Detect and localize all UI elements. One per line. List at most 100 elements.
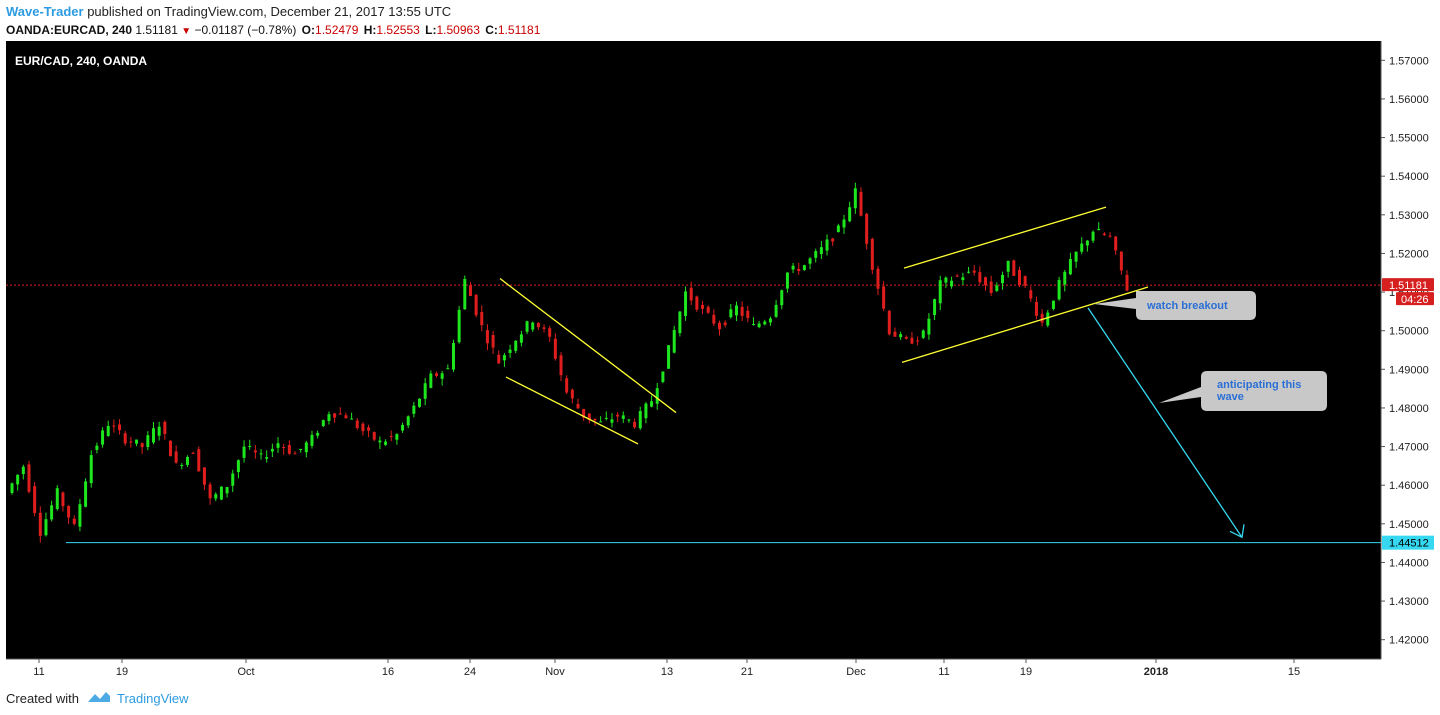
candle	[287, 440, 291, 455]
candle	[1102, 231, 1106, 237]
price-axis[interactable]	[1381, 41, 1438, 659]
rising-channel-upper-line[interactable]	[903, 206, 1107, 269]
candle	[950, 276, 954, 289]
tradingview-link[interactable]: TradingView	[116, 690, 189, 706]
candle	[661, 371, 665, 384]
candle	[106, 420, 110, 437]
candle	[406, 415, 410, 429]
candle	[321, 419, 325, 428]
candle	[706, 305, 710, 314]
candle	[355, 418, 359, 430]
candle	[474, 294, 478, 318]
candle	[565, 375, 569, 395]
projected-wave-arrow[interactable]	[1087, 307, 1243, 538]
price-chart[interactable]: 1.57000 1.56000 1.55000 1.54000 1.53000 1.520…	[6, 41, 1438, 686]
candle	[282, 443, 286, 455]
anticipating-wave-callout[interactable]: anticipating this wave	[1159, 371, 1327, 411]
candle	[616, 412, 620, 422]
watch-breakout-label: watch breakout	[1146, 300, 1228, 312]
candle	[638, 406, 642, 430]
candle	[225, 486, 229, 498]
candle	[197, 446, 201, 472]
time-tick-label: 19	[116, 666, 128, 678]
candle	[50, 500, 54, 522]
candle	[814, 248, 818, 263]
candle	[146, 431, 150, 451]
author-link[interactable]: Wave-Trader	[6, 4, 84, 19]
candle	[904, 335, 908, 340]
candle	[701, 300, 705, 315]
drawing-tools[interactable]	[66, 206, 1381, 544]
candle	[72, 515, 76, 526]
candle	[265, 450, 269, 463]
time-axis[interactable]	[6, 659, 1438, 686]
candle	[480, 305, 484, 332]
anticipating-wave-label: anticipating this wave	[1216, 379, 1301, 403]
candle	[219, 486, 223, 501]
watch-breakout-callout[interactable]: watch breakout	[1094, 291, 1256, 320]
open-label: O:	[301, 23, 316, 37]
candle	[429, 370, 433, 389]
candle	[938, 275, 942, 310]
candle	[67, 505, 71, 524]
symbol-label: OANDA:EURCAD, 240	[6, 23, 133, 37]
close-label: C:	[485, 23, 498, 37]
price-tick-label: 1.46000	[1389, 480, 1429, 492]
price-tick-label: 1.53000	[1389, 210, 1429, 222]
candle	[1114, 235, 1118, 255]
candle	[582, 408, 586, 421]
candle	[1063, 269, 1067, 292]
candle	[378, 436, 382, 450]
candle	[667, 345, 671, 369]
candle	[984, 276, 988, 291]
candles	[10, 182, 1129, 543]
candle	[684, 286, 688, 321]
candle	[502, 353, 506, 367]
chart-panel[interactable]: 1.57000 1.56000 1.55000 1.54000 1.53000 1.520…	[6, 41, 1438, 686]
candle	[933, 298, 937, 321]
low-label: L:	[425, 23, 437, 37]
candle	[678, 310, 682, 337]
candle	[401, 422, 405, 433]
time-axis-ticks: 11 19 Oct 16 24 Nov 13 21 Dec 11 19 2018 15	[33, 659, 1300, 678]
candle	[418, 398, 422, 408]
candle	[1125, 270, 1129, 292]
candle	[423, 378, 427, 406]
candle	[672, 325, 676, 354]
candle	[610, 413, 614, 428]
plot-area[interactable]	[6, 41, 1381, 659]
footer: Created with TradingView	[6, 688, 189, 708]
candle	[989, 275, 993, 296]
low-value: 1.50963	[436, 23, 480, 37]
candle	[1006, 260, 1010, 278]
candle	[457, 305, 461, 344]
candle	[1080, 237, 1084, 255]
candle	[842, 214, 846, 234]
rising-channel-lower-line[interactable]	[901, 286, 1149, 363]
candle	[548, 325, 552, 342]
candle	[372, 431, 376, 442]
candle	[791, 262, 795, 273]
candle	[316, 430, 320, 439]
price-tick-label: 1.54000	[1389, 171, 1429, 183]
falling-wedge-lower-line[interactable]	[505, 376, 639, 445]
candle	[78, 498, 82, 532]
candle	[84, 478, 88, 508]
candle	[921, 329, 925, 340]
candle	[1034, 296, 1038, 320]
candle	[16, 474, 20, 491]
callouts[interactable]: watch breakout anticipating this wave	[1094, 291, 1327, 411]
last-price-tag: 1.51181	[1389, 280, 1428, 292]
candle	[1091, 230, 1095, 243]
candle	[21, 464, 25, 480]
candle	[780, 289, 784, 310]
falling-wedge-upper-line[interactable]	[499, 278, 677, 414]
candle	[185, 455, 189, 467]
time-tick-label: 13	[661, 666, 673, 678]
candle	[350, 412, 354, 420]
candle	[157, 421, 161, 441]
candle	[338, 407, 342, 415]
candle	[723, 320, 727, 328]
time-tick-label: 11	[33, 666, 44, 678]
candle	[508, 344, 512, 358]
